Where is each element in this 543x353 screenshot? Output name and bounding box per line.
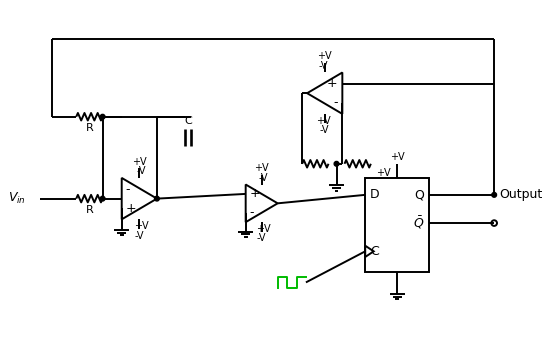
Text: +V: +V <box>376 168 391 179</box>
Text: D: D <box>370 189 380 201</box>
Text: $V_{in}$: $V_{in}$ <box>8 191 26 206</box>
Text: +V: +V <box>315 116 330 126</box>
Text: C: C <box>185 116 192 126</box>
Circle shape <box>334 161 339 166</box>
Text: -V: -V <box>136 166 146 176</box>
Text: $\bar{Q}$: $\bar{Q}$ <box>413 215 425 231</box>
Circle shape <box>492 192 496 197</box>
Text: -V: -V <box>320 125 330 135</box>
Text: -: - <box>333 96 338 109</box>
Text: C: C <box>370 245 378 258</box>
Text: +V: +V <box>390 152 405 162</box>
Text: Q: Q <box>415 189 425 201</box>
Circle shape <box>100 114 105 119</box>
Text: +V: +V <box>318 51 332 61</box>
Circle shape <box>155 196 159 201</box>
Text: -: - <box>249 206 254 219</box>
Bar <box>365 178 429 272</box>
Text: -V: -V <box>257 233 267 244</box>
Text: +V: +V <box>256 224 271 234</box>
Text: R: R <box>86 205 93 215</box>
Text: +V: +V <box>134 221 148 231</box>
Text: -V: -V <box>135 231 144 241</box>
Text: +: + <box>249 187 260 201</box>
Text: +V: +V <box>132 157 147 167</box>
Text: -V: -V <box>259 173 268 183</box>
Text: -V: -V <box>318 61 327 71</box>
Text: Output: Output <box>499 189 542 201</box>
Text: +: + <box>125 202 136 215</box>
Circle shape <box>100 196 105 201</box>
Text: +: + <box>327 77 338 90</box>
Text: +V: +V <box>254 163 269 173</box>
Text: -: - <box>125 183 130 196</box>
Text: R: R <box>86 123 93 133</box>
